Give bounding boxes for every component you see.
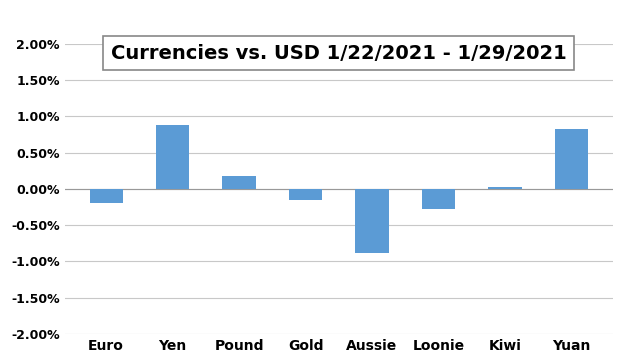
Bar: [89, 189, 123, 203]
Bar: [555, 128, 588, 189]
Bar: [422, 189, 455, 209]
Bar: [289, 189, 322, 200]
Bar: [488, 187, 522, 189]
Bar: [156, 125, 189, 189]
Bar: [222, 176, 256, 189]
Bar: [355, 189, 389, 253]
Text: Currencies vs. USD 1/22/2021 - 1/29/2021: Currencies vs. USD 1/22/2021 - 1/29/2021: [111, 44, 567, 63]
